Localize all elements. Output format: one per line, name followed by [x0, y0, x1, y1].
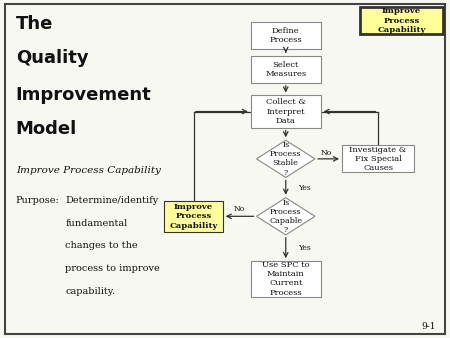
Polygon shape: [256, 198, 315, 235]
Text: Model: Model: [16, 120, 77, 138]
Text: changes to the: changes to the: [65, 241, 138, 250]
Bar: [251, 261, 320, 297]
Bar: [251, 95, 320, 127]
Text: Yes: Yes: [298, 184, 311, 192]
Text: Investigate &
Fix Special
Causes: Investigate & Fix Special Causes: [349, 146, 407, 172]
Text: No: No: [320, 149, 332, 157]
Text: fundamental: fundamental: [65, 219, 127, 228]
Text: Purpose:: Purpose:: [16, 196, 59, 205]
Text: Use SPC to
Maintain
Current
Process: Use SPC to Maintain Current Process: [262, 261, 310, 297]
Text: Improve Process Capability: Improve Process Capability: [16, 166, 161, 175]
Text: Is
Process
Capable
?: Is Process Capable ?: [269, 198, 302, 234]
Text: Define
Process: Define Process: [270, 27, 302, 44]
Text: Improve
Process
Capability: Improve Process Capability: [378, 7, 426, 34]
Text: The: The: [16, 15, 53, 33]
Text: Quality: Quality: [16, 49, 88, 67]
Text: Determine/identify: Determine/identify: [65, 196, 158, 205]
Text: Collect &
Interpret
Data: Collect & Interpret Data: [266, 98, 306, 125]
Text: Improve
Process
Capability: Improve Process Capability: [169, 203, 218, 230]
Bar: [342, 145, 414, 172]
Bar: [251, 22, 320, 49]
Text: Select
Measures: Select Measures: [265, 61, 306, 78]
Polygon shape: [256, 140, 315, 177]
Text: 9-1: 9-1: [421, 321, 436, 331]
Text: Is
Process
Stable
?: Is Process Stable ?: [270, 141, 302, 177]
Text: process to improve: process to improve: [65, 264, 160, 273]
Text: No: No: [234, 205, 245, 213]
Bar: [164, 201, 223, 232]
Bar: [360, 7, 443, 34]
Text: Improvement: Improvement: [16, 86, 152, 104]
Text: capability.: capability.: [65, 287, 115, 296]
Text: Yes: Yes: [298, 244, 311, 252]
Bar: [251, 56, 320, 83]
